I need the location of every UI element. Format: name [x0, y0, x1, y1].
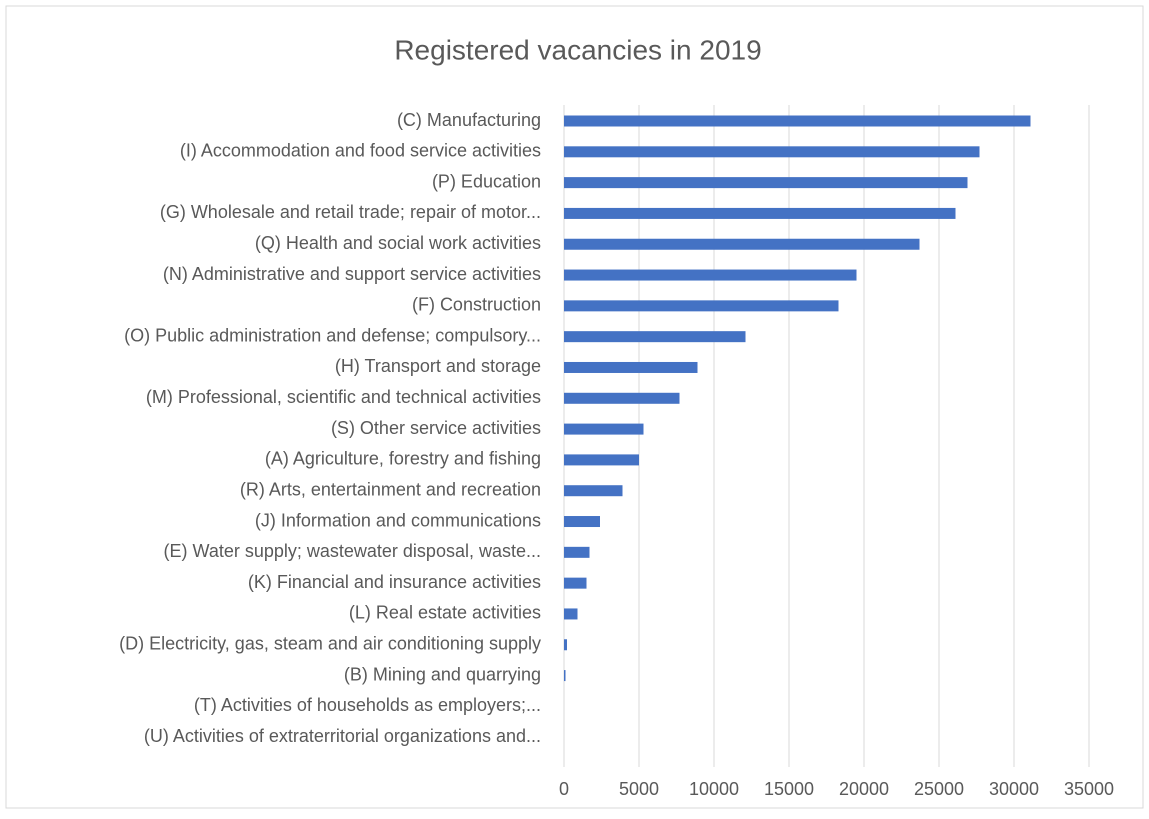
bar — [564, 516, 600, 528]
bar — [564, 361, 698, 373]
bar — [564, 485, 623, 497]
y-tick-label: (D) Electricity, gas, steam and air cond… — [119, 634, 541, 654]
y-tick-label: (H) Transport and storage — [335, 356, 541, 376]
y-tick-label: (E) Water supply; wastewater disposal, w… — [164, 541, 541, 561]
bar — [564, 577, 587, 589]
x-tick-label: 25000 — [914, 779, 964, 799]
y-tick-label: (N) Administrative and support service a… — [163, 264, 541, 284]
chart-frame — [5, 5, 1144, 809]
chart-title: Registered vacancies in 2019 — [394, 34, 761, 65]
y-tick-label: (Q) Health and social work activities — [255, 233, 541, 253]
bar — [564, 423, 644, 435]
y-tick-label: (A) Agriculture, forestry and fishing — [265, 449, 541, 469]
bar — [564, 177, 968, 189]
x-tick-label: 0 — [559, 779, 569, 799]
bar — [564, 454, 639, 466]
y-tick-label: (M) Professional, scientific and technic… — [146, 387, 541, 407]
y-tick-label: (L) Real estate activities — [349, 603, 541, 623]
x-tick-label: 30000 — [989, 779, 1039, 799]
y-tick-label: (F) Construction — [412, 295, 541, 315]
bar — [564, 238, 920, 250]
y-tick-label: (G) Wholesale and retail trade; repair o… — [160, 202, 541, 222]
bar — [564, 331, 746, 343]
y-tick-label: (O) Public administration and defense; c… — [124, 325, 541, 345]
x-tick-label: 35000 — [1064, 779, 1114, 799]
bar — [564, 115, 1031, 127]
bar — [564, 639, 567, 651]
x-tick-label: 10000 — [689, 779, 739, 799]
bar — [564, 392, 680, 404]
bar — [564, 207, 956, 219]
x-tick-label: 20000 — [839, 779, 889, 799]
bar — [564, 608, 578, 620]
y-tick-label: (J) Information and communications — [255, 510, 541, 530]
bar — [564, 300, 839, 312]
bar — [564, 269, 857, 281]
y-tick-label: (R) Arts, entertainment and recreation — [240, 479, 541, 499]
y-tick-label: (I) Accommodation and food service activ… — [180, 141, 541, 161]
bar — [564, 546, 590, 558]
y-tick-label: (K) Financial and insurance activities — [248, 572, 541, 592]
y-tick-label: (S) Other service activities — [331, 418, 541, 438]
bar — [564, 670, 566, 682]
bar — [564, 146, 980, 158]
y-tick-label: (B) Mining and quarrying — [344, 664, 541, 684]
y-tick-label: (C) Manufacturing — [397, 110, 541, 130]
y-tick-label: (P) Education — [432, 171, 541, 191]
x-tick-label: 5000 — [619, 779, 659, 799]
y-tick-label: (U) Activities of extraterritorial organ… — [144, 726, 541, 746]
x-tick-label: 15000 — [764, 779, 814, 799]
y-tick-label: (T) Activities of households as employer… — [194, 695, 541, 715]
